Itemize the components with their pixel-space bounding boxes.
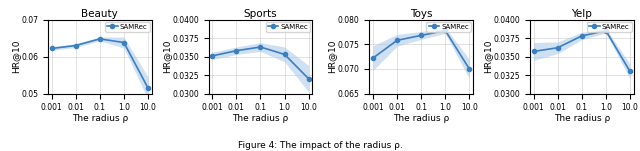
SAMRec — [465, 68, 473, 70]
SAMRec — [417, 35, 425, 36]
SAMRec — [281, 53, 289, 55]
Legend: SAMRec: SAMRec — [105, 22, 150, 32]
Y-axis label: HR@10: HR@10 — [327, 40, 336, 73]
Title: Yelp: Yelp — [572, 9, 592, 19]
Line: SAMRec: SAMRec — [531, 29, 632, 74]
X-axis label: The radius ρ: The radius ρ — [554, 114, 610, 123]
SAMRec — [442, 30, 449, 31]
Legend: SAMRec: SAMRec — [426, 22, 471, 32]
SAMRec — [530, 51, 538, 52]
Line: SAMRec: SAMRec — [210, 45, 311, 81]
Title: Sports: Sports — [244, 9, 277, 19]
Text: Figure 4: The impact of the radius ρ.: Figure 4: The impact of the radius ρ. — [237, 141, 403, 150]
SAMRec — [48, 48, 56, 49]
SAMRec — [257, 46, 264, 48]
Legend: SAMRec: SAMRec — [587, 22, 632, 32]
Y-axis label: HR@10: HR@10 — [11, 40, 20, 73]
Legend: SAMRec: SAMRec — [266, 22, 310, 32]
SAMRec — [578, 35, 586, 37]
SAMRec — [393, 39, 401, 41]
X-axis label: The radius ρ: The radius ρ — [393, 114, 449, 123]
Line: SAMRec: SAMRec — [371, 28, 472, 71]
SAMRec — [232, 50, 240, 52]
Y-axis label: HR@10: HR@10 — [162, 40, 171, 73]
Y-axis label: HR@10: HR@10 — [483, 40, 492, 73]
SAMRec — [209, 55, 216, 57]
SAMRec — [120, 42, 128, 43]
SAMRec — [626, 71, 634, 72]
SAMRec — [554, 47, 561, 49]
Title: Beauty: Beauty — [81, 9, 118, 19]
SAMRec — [602, 30, 610, 32]
SAMRec — [305, 78, 312, 80]
SAMRec — [369, 57, 377, 59]
Title: Toys: Toys — [410, 9, 433, 19]
Line: SAMRec: SAMRec — [49, 37, 150, 90]
SAMRec — [96, 38, 104, 40]
SAMRec — [144, 87, 152, 89]
X-axis label: The radius ρ: The radius ρ — [72, 114, 128, 123]
SAMRec — [72, 45, 79, 47]
X-axis label: The radius ρ: The radius ρ — [232, 114, 289, 123]
